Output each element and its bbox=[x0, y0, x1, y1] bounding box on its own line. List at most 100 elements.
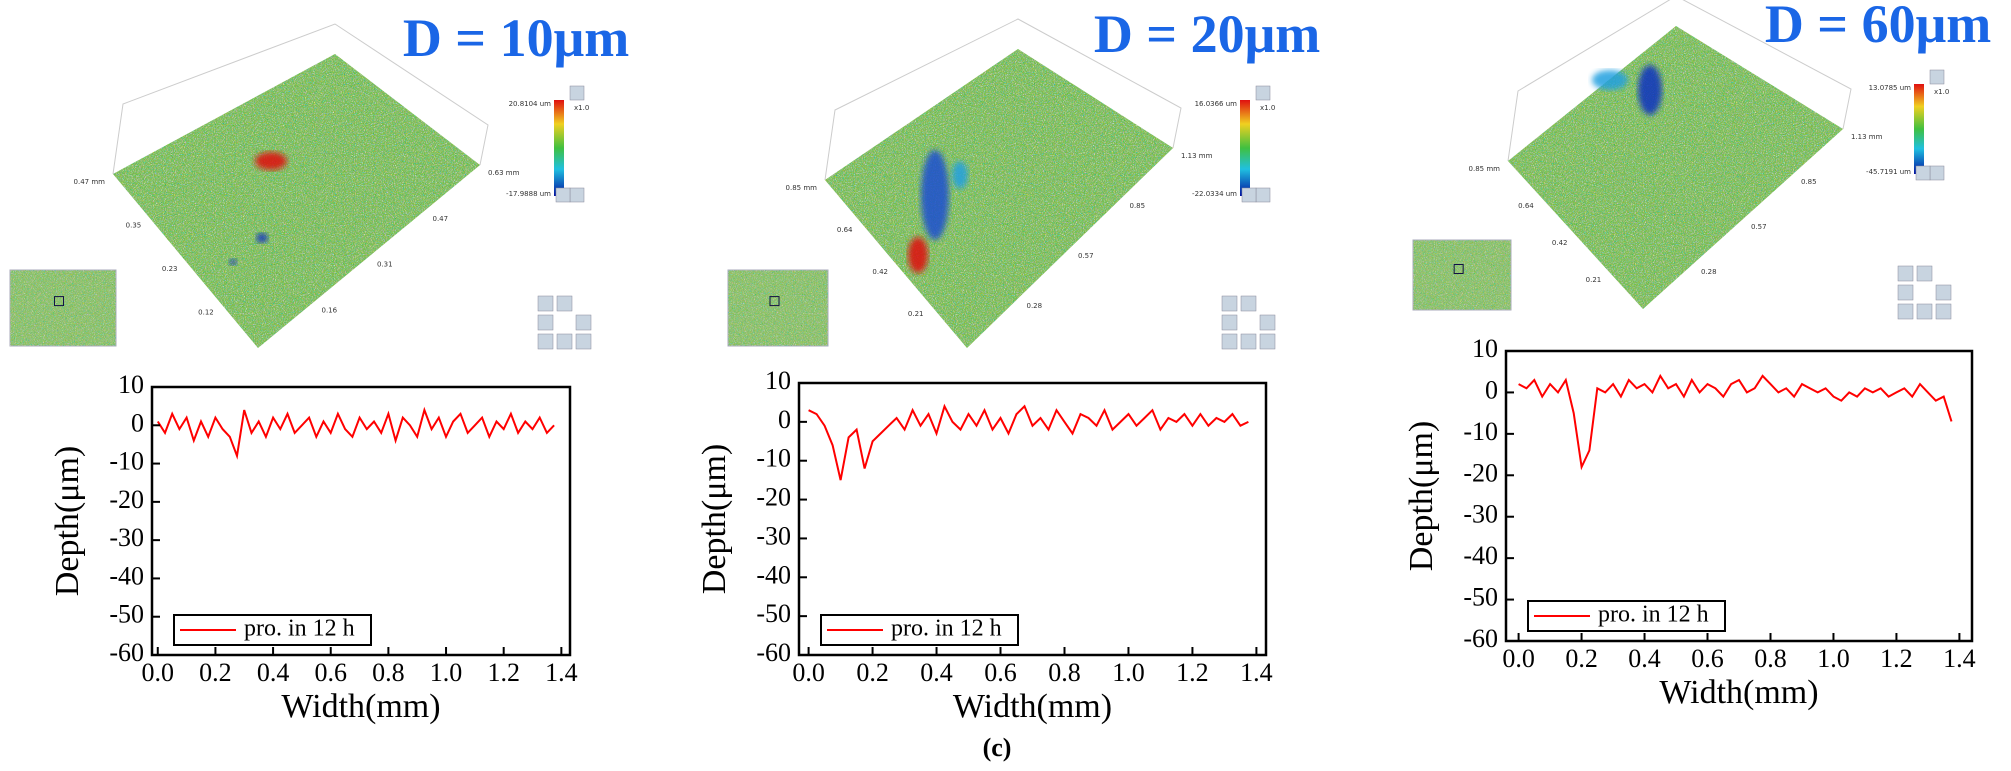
y-tick-label: -10 bbox=[756, 444, 791, 473]
surface-tick-label: 0.63 mm bbox=[488, 169, 520, 177]
x-tick-label: 1.4 bbox=[1943, 644, 1976, 673]
surface-tick-label: 0.12 bbox=[198, 309, 214, 317]
y-tick-label: -30 bbox=[756, 521, 791, 550]
x-tick-label: 1.4 bbox=[545, 658, 578, 687]
x-tick-label: 0.8 bbox=[372, 658, 405, 687]
surface-frame bbox=[112, 23, 489, 175]
colorbar bbox=[1914, 84, 1924, 174]
surface-frame bbox=[824, 18, 1182, 181]
nav-button bbox=[537, 333, 554, 350]
surface-tick-label: 0.85 mm bbox=[786, 184, 818, 192]
icon-button bbox=[1929, 165, 1945, 181]
y-tick-label: -40 bbox=[109, 561, 144, 590]
surface-tick-label: 0.57 bbox=[1751, 223, 1767, 231]
icon-button bbox=[1915, 165, 1931, 181]
x-axis-label: Width(mm) bbox=[1659, 674, 1818, 711]
thumbnail-view bbox=[1453, 264, 1464, 274]
y-tick-label: 0 bbox=[1485, 375, 1498, 404]
surface-tick-label: 0.31 bbox=[377, 261, 393, 269]
nav-button bbox=[537, 314, 554, 331]
x-tick-label: 1.0 bbox=[1817, 644, 1850, 673]
icon-button bbox=[555, 187, 571, 203]
y-tick-label: -60 bbox=[756, 638, 791, 667]
panel-title: D = 60μm bbox=[1765, 0, 1991, 54]
surface-tick-label: 0.28 bbox=[1701, 268, 1717, 276]
x-tick-label: 0.8 bbox=[1754, 644, 1787, 673]
surface-feature bbox=[921, 150, 949, 240]
legend-label: pro. in 12 h bbox=[1598, 602, 1709, 628]
surface-tick-label: 0.21 bbox=[1586, 276, 1602, 284]
data-line bbox=[1518, 373, 1953, 471]
icon-button bbox=[1929, 69, 1945, 85]
nav-button bbox=[1935, 303, 1952, 320]
panel-title: D = 10μm bbox=[403, 8, 629, 68]
thumbnail-texture bbox=[728, 270, 828, 346]
nav-button bbox=[1221, 295, 1238, 312]
nav-button bbox=[1916, 303, 1933, 320]
surface-feature bbox=[1592, 70, 1628, 90]
surface-tick-label: 0.21 bbox=[908, 310, 924, 318]
x-tick-label: 1.0 bbox=[430, 658, 463, 687]
icon-button bbox=[569, 85, 585, 101]
surface-tick-label: 0.42 bbox=[872, 268, 888, 276]
surface-tick-label: 0.23 bbox=[162, 265, 178, 273]
x-tick-label: 1.2 bbox=[1880, 644, 1913, 673]
surface-feature bbox=[255, 152, 287, 170]
nav-button bbox=[556, 333, 573, 350]
surface-tick-label: 0.57 bbox=[1078, 252, 1094, 260]
x-tick-label: 0.6 bbox=[314, 658, 347, 687]
x-tick-label: 1.4 bbox=[1240, 658, 1273, 687]
y-axis-label: Depth(μm) bbox=[49, 446, 86, 596]
surface-tick-label: 1.13 mm bbox=[1851, 133, 1883, 141]
nav-button bbox=[1897, 303, 1914, 320]
y-tick-label: -20 bbox=[1463, 458, 1498, 487]
data-line bbox=[156, 406, 555, 460]
surface-tick-label: 0.16 bbox=[322, 306, 338, 314]
surface-feature bbox=[1638, 65, 1662, 115]
x-tick-label: 0.0 bbox=[792, 658, 825, 687]
nav-button bbox=[1240, 333, 1257, 350]
thumbnail-view bbox=[54, 296, 65, 307]
y-axis-label: Depth(μm) bbox=[696, 444, 733, 594]
surface-tick-label: 0.28 bbox=[1027, 302, 1043, 310]
y-tick-label: -60 bbox=[1463, 624, 1498, 653]
x-tick-label: 0.2 bbox=[1565, 644, 1598, 673]
nav-button bbox=[575, 333, 592, 350]
icon-button bbox=[1255, 187, 1271, 203]
y-tick-label: -60 bbox=[109, 638, 144, 667]
surface-tick-label: 0.64 bbox=[1518, 202, 1534, 210]
colorbar bbox=[554, 100, 564, 196]
x-tick-label: 0.4 bbox=[257, 658, 290, 687]
y-tick-label: -30 bbox=[109, 523, 144, 552]
surface-tick-label: 0.47 mm bbox=[74, 178, 106, 186]
colorbar-min: -45.7191 um bbox=[1866, 168, 1911, 176]
thumbnail-view bbox=[769, 296, 780, 307]
y-tick-label: -40 bbox=[1463, 541, 1498, 570]
nav-button bbox=[1221, 333, 1238, 350]
nav-button bbox=[1897, 284, 1914, 301]
nav-button bbox=[1259, 314, 1276, 331]
y-tick-label: -20 bbox=[109, 485, 144, 514]
x-tick-label: 0.8 bbox=[1048, 658, 1081, 687]
x-tick-label: 0.6 bbox=[984, 658, 1017, 687]
surface-feature bbox=[229, 259, 237, 265]
y-tick-label: -50 bbox=[1463, 583, 1498, 612]
panel-title: D = 20μm bbox=[1094, 4, 1320, 64]
x-tick-label: 0.2 bbox=[856, 658, 889, 687]
y-tick-label: -50 bbox=[109, 600, 144, 629]
zoom-label: x1.0 bbox=[1934, 88, 1949, 96]
surface-tick-label: 0.85 bbox=[1801, 178, 1817, 186]
y-tick-label: 10 bbox=[1472, 334, 1498, 363]
x-tick-label: 1.2 bbox=[1176, 658, 1209, 687]
surface-tick-label: 0.42 bbox=[1552, 239, 1568, 247]
zoom-label: x1.0 bbox=[1260, 104, 1275, 112]
surface-texture bbox=[113, 54, 480, 348]
colorbar-min: -17.9888 um bbox=[506, 190, 551, 198]
colorbar-max: 16.0366 um bbox=[1195, 100, 1238, 108]
data-line bbox=[808, 403, 1249, 481]
y-tick-label: -10 bbox=[109, 447, 144, 476]
y-axis-label: Depth(μm) bbox=[1403, 421, 1440, 571]
icon-button bbox=[1241, 187, 1257, 203]
surface-tick-label: 0.85 bbox=[1130, 202, 1146, 210]
nav-button bbox=[1897, 265, 1914, 282]
